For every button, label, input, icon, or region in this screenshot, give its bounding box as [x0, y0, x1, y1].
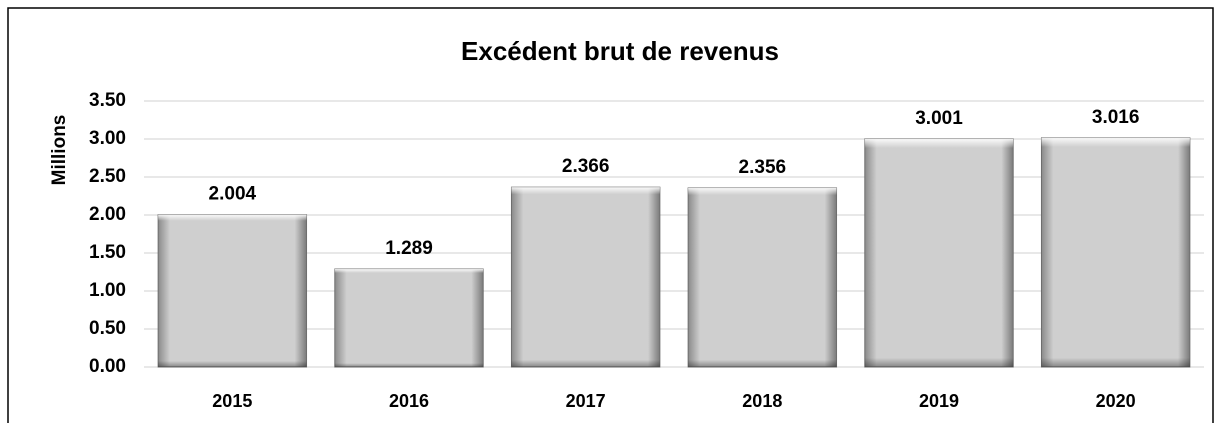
y-tick-label: 3.00 — [89, 128, 126, 149]
x-tick-label: 2015 — [212, 391, 252, 411]
bar-bevel-shade — [158, 214, 307, 367]
y-tick-label: 2.00 — [89, 204, 126, 225]
x-tick-label: 2018 — [742, 391, 782, 411]
x-tick-label: 2020 — [1096, 391, 1136, 411]
x-tick-label: 2017 — [566, 391, 606, 411]
data-label: 1.289 — [385, 238, 433, 259]
x-tick-label: 2019 — [919, 391, 959, 411]
y-tick-label: 0.00 — [89, 356, 126, 377]
y-axis-label: Millions — [49, 115, 70, 186]
data-label: 2.004 — [209, 184, 257, 205]
data-label: 2.366 — [562, 156, 610, 177]
bar-bevel-shade — [1041, 137, 1190, 367]
y-tick-label: 0.50 — [89, 318, 126, 339]
bar-bevel-shade — [511, 187, 660, 367]
y-tick-label: 1.50 — [89, 242, 126, 263]
chart-title: Excédent brut de revenus — [461, 36, 779, 66]
y-tick-label: 2.50 — [89, 166, 126, 187]
y-tick-label: 1.00 — [89, 280, 126, 301]
data-label: 3.016 — [1092, 107, 1140, 128]
data-label: 3.001 — [915, 108, 963, 129]
bar-bevel-shade — [334, 269, 484, 367]
y-tick-label: 3.50 — [89, 90, 126, 111]
x-tick-label: 2016 — [389, 391, 429, 411]
bar-bevel-shade — [864, 138, 1014, 367]
data-label: 2.356 — [739, 157, 787, 178]
chart-border — [7, 7, 1214, 423]
bar-bevel-shade — [688, 187, 837, 367]
